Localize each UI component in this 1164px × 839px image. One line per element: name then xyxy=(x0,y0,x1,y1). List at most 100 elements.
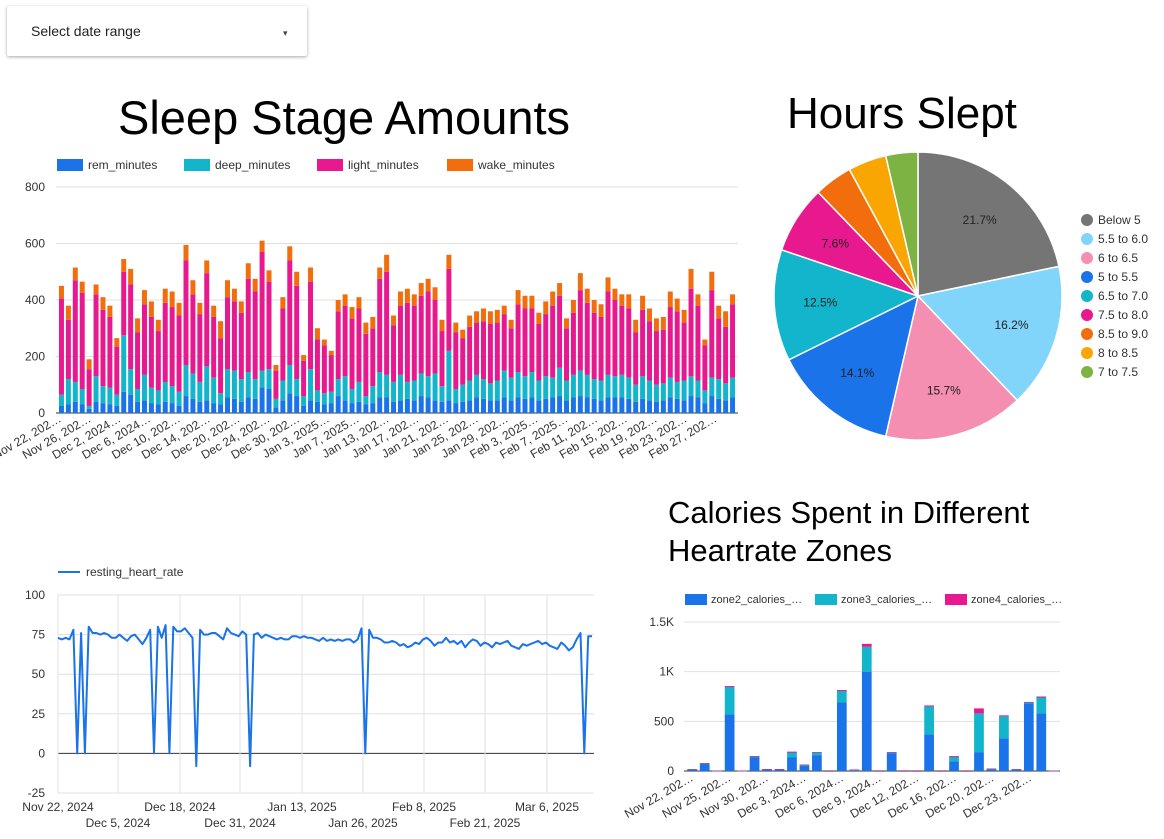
sleep-bar-wake-17 xyxy=(176,302,182,316)
sleep-bar-rem-84 xyxy=(640,398,646,413)
sleep-bar-wake-25 xyxy=(231,288,237,302)
cal-legend-swatch-1 xyxy=(815,594,837,605)
sleep-bar-light-71 xyxy=(550,305,556,378)
sleep-bar-light-90 xyxy=(681,322,687,381)
cal-bar-zone4-19 xyxy=(924,705,934,707)
sleep-bar-deep-44 xyxy=(363,396,369,405)
sleep-bar-deep-3 xyxy=(79,388,85,405)
sleep-bar-deep-58 xyxy=(460,384,466,402)
pie-legend-swatch-6 xyxy=(1081,328,1093,340)
sleep-bar-light-13 xyxy=(148,316,154,388)
cal-bar-zone3-19 xyxy=(924,706,934,735)
sleep-bar-rem-82 xyxy=(626,398,632,413)
sleep-bar-light-76 xyxy=(584,302,590,375)
cal-ytick-0: 1.5K xyxy=(649,615,674,629)
sleep-bar-light-41 xyxy=(342,305,348,377)
sleep-bar-wake-57 xyxy=(453,322,459,333)
sleep-bar-rem-96 xyxy=(723,400,729,413)
sleep-bar-rem-44 xyxy=(363,404,369,413)
sleep-bar-rem-97 xyxy=(730,397,736,413)
sleep-bar-rem-43 xyxy=(356,401,362,413)
sleep-bar-light-12 xyxy=(141,304,147,375)
cal-bar-zone3-14 xyxy=(861,646,872,672)
calories-chart-title: Calories Spent in Different Heartrate Zo… xyxy=(668,495,1030,568)
sleep-bar-deep-34 xyxy=(294,379,300,397)
sleep-bar-deep-73 xyxy=(564,380,569,401)
hr-xtick-bottom-2: Jan 26, 2025 xyxy=(328,816,398,830)
sleep-bar-wake-34 xyxy=(294,271,300,286)
sleep-bar-light-32 xyxy=(280,308,286,381)
pie-value-label-1: 16.2% xyxy=(994,318,1028,332)
sleep-bar-wake-63 xyxy=(494,309,500,323)
sleep-bar-rem-61 xyxy=(480,398,486,413)
sleep-bar-light-95 xyxy=(716,318,722,380)
pie-legend-label-2: 6 to 6.5 xyxy=(1098,251,1138,265)
sleep-bar-wake-73 xyxy=(564,318,569,329)
sleep-bar-wake-81 xyxy=(619,294,625,306)
sleep-bar-deep-38 xyxy=(321,393,327,405)
hr-ytick-4: 0 xyxy=(38,746,45,760)
sleep-bar-light-75 xyxy=(577,290,583,371)
sleep-bar-wake-68 xyxy=(529,295,535,309)
sleep-bar-wake-87 xyxy=(660,316,666,330)
sleep-bar-light-80 xyxy=(612,300,618,377)
sleep-bar-rem-51 xyxy=(411,400,417,413)
sleep-bar-wake-24 xyxy=(225,280,230,298)
sleep-bar-rem-71 xyxy=(550,397,556,413)
sleep-bar-wake-43 xyxy=(356,297,362,309)
sleep-bar-light-72 xyxy=(557,295,563,368)
sleep-bar-light-27 xyxy=(245,278,251,373)
cal-bar-zone4-29 xyxy=(1048,770,1059,772)
sleep-bar-light-7 xyxy=(107,316,113,388)
sleep-bar-deep-10 xyxy=(128,369,134,395)
cal-bar-zone2-10 xyxy=(812,755,822,771)
sleep-bar-rem-15 xyxy=(162,401,168,413)
sleep-bar-rem-92 xyxy=(695,397,701,413)
sleep-bar-deep-70 xyxy=(543,376,549,399)
sleep-bar-wake-45 xyxy=(370,316,376,329)
cal-bar-zone2-7 xyxy=(774,769,785,771)
sleep-bar-deep-88 xyxy=(667,377,673,398)
pie-legend-label-0: Below 5 xyxy=(1098,213,1141,227)
sleep-bar-deep-21 xyxy=(204,366,210,401)
sleep-bar-rem-33 xyxy=(287,393,293,413)
sleep-bar-deep-52 xyxy=(418,373,424,397)
sleep-bar-deep-46 xyxy=(377,372,383,398)
sleep-bar-rem-21 xyxy=(204,400,210,413)
sleep-bar-wake-37 xyxy=(314,328,320,340)
cal-bar-zone4-28 xyxy=(1036,696,1047,698)
cal-bar-zone4-27 xyxy=(1023,701,1034,703)
sleep-legend-swatch-1 xyxy=(184,159,210,171)
sleep-ytick-2: 400 xyxy=(25,293,45,307)
cal-bar-zone2-0 xyxy=(687,769,698,771)
sleep-bar-rem-54 xyxy=(432,400,438,413)
date-range-select[interactable]: Select date range ▾ xyxy=(7,6,307,56)
sleep-bar-deep-50 xyxy=(404,381,410,399)
sleep-bar-wake-39 xyxy=(328,350,334,356)
sleep-bar-rem-77 xyxy=(591,398,597,413)
pie-legend-swatch-0 xyxy=(1081,214,1093,226)
sleep-bar-light-40 xyxy=(335,311,341,380)
sleep-bar-wake-97 xyxy=(730,294,736,305)
sleep-bar-light-50 xyxy=(404,302,410,382)
pie-legend-swatch-3 xyxy=(1081,271,1093,283)
sleep-bar-deep-41 xyxy=(342,376,348,401)
sleep-bar-light-47 xyxy=(384,271,390,375)
sleep-bar-deep-67 xyxy=(522,376,528,399)
sleep-bar-light-83 xyxy=(633,332,639,385)
sleep-bar-rem-56 xyxy=(446,400,452,413)
cal-ytick-3: 0 xyxy=(667,764,674,778)
cal-bar-zone4-7 xyxy=(774,769,785,770)
pie-legend-label-1: 5.5 to 6.0 xyxy=(1098,232,1148,246)
sleep-bar-light-65 xyxy=(508,328,514,378)
sleep-bar-deep-80 xyxy=(612,376,618,398)
sleep-bar-deep-82 xyxy=(626,377,632,399)
sleep-bar-light-23 xyxy=(218,338,224,394)
sleep-bar-wake-18 xyxy=(183,244,189,261)
pie-slice-8 xyxy=(884,151,919,297)
sleep-bar-wake-44 xyxy=(363,322,369,334)
sleep-bar-light-93 xyxy=(702,345,708,391)
sleep-bar-light-51 xyxy=(411,305,417,381)
sleep-bar-deep-40 xyxy=(335,379,341,397)
